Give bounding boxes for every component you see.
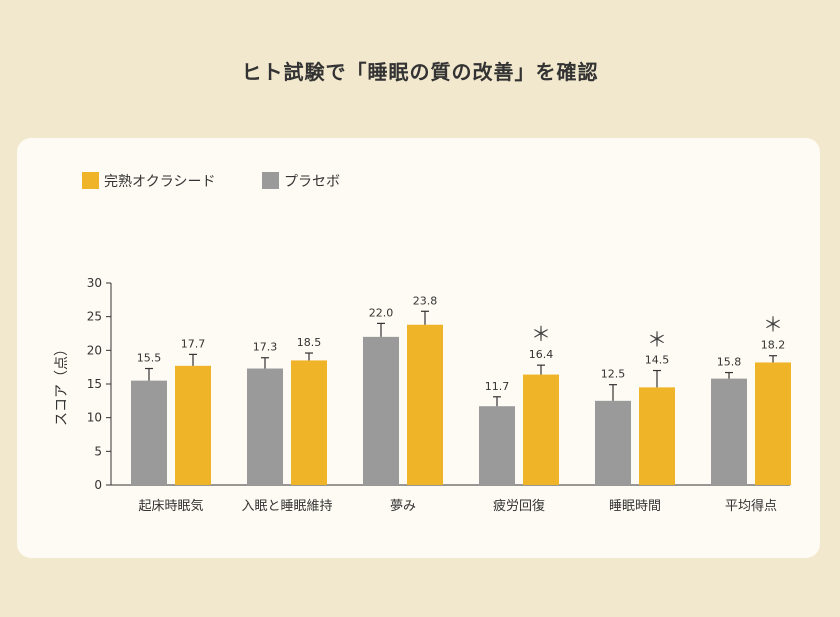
significance-marker-4: ＊	[647, 328, 667, 352]
y-tick-label: 25	[87, 310, 102, 324]
data-label-1-3: 16.4	[529, 348, 554, 361]
bar-1-3	[523, 374, 559, 485]
significance-marker-3: ＊	[531, 322, 551, 346]
data-label-0-5: 15.8	[717, 356, 742, 369]
y-tick-label: 30	[87, 276, 102, 290]
y-tick-label: 0	[94, 478, 102, 492]
category-label-0: 起床時眠気	[138, 498, 203, 514]
category-label-2: 夢み	[390, 499, 416, 514]
data-label-0-4: 12.5	[601, 368, 626, 381]
bar-1-4	[639, 387, 675, 485]
legend-swatch-0	[262, 172, 279, 189]
data-label-1-5: 18.2	[761, 339, 786, 352]
bar-0-3	[479, 406, 515, 485]
bar-0-4	[595, 400, 631, 485]
data-label-1-2: 23.8	[413, 294, 438, 307]
data-label-1-1: 18.5	[297, 336, 322, 349]
legend-label-1: 完熟オクラシード	[104, 174, 215, 190]
data-label-0-2: 22.0	[369, 306, 394, 319]
y-tick-label: 20	[87, 343, 102, 357]
bar-0-2	[363, 336, 399, 485]
bar-1-1	[291, 360, 327, 485]
bar-0-0	[131, 380, 167, 485]
y-tick-label: 10	[87, 411, 102, 425]
category-label-5: 平均得点	[725, 498, 777, 514]
legend-label-0: プラセボ	[284, 174, 340, 190]
y-axis-title: スコア（点）	[54, 342, 70, 426]
bar-1-0	[175, 365, 211, 485]
bar-0-1	[247, 368, 283, 485]
data-label-1-4: 14.5	[645, 354, 670, 367]
y-tick-label: 5	[94, 444, 102, 458]
data-label-1-0: 17.7	[181, 337, 206, 350]
bar-1-5	[755, 362, 791, 485]
data-label-0-0: 15.5	[137, 352, 162, 365]
page-title: ヒト試験で「睡眠の質の改善」を確認	[241, 60, 599, 84]
bar-0-5	[711, 378, 747, 485]
data-label-0-3: 11.7	[485, 380, 510, 393]
legend-swatch-1	[82, 172, 99, 189]
category-label-1: 入眠と睡眠維持	[241, 499, 332, 514]
data-label-0-1: 17.3	[253, 341, 278, 354]
significance-marker-5: ＊	[763, 313, 783, 337]
bar-1-2	[407, 324, 443, 485]
category-label-4: 睡眠時間	[609, 499, 661, 514]
category-label-3: 疲労回復	[493, 498, 545, 514]
y-tick-label: 15	[87, 377, 102, 391]
